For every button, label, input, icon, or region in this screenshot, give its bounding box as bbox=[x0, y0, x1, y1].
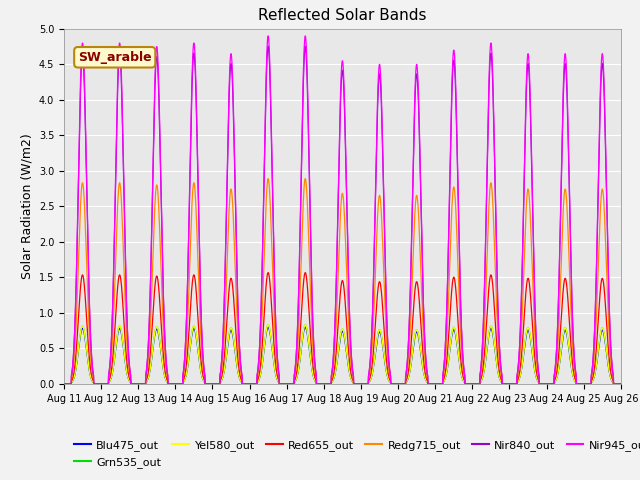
Yel580_out bbox=[406, 363, 414, 369]
Blu475_out bbox=[617, 381, 625, 387]
Red655_out bbox=[406, 348, 414, 354]
Grn535_out bbox=[216, 381, 223, 387]
Nir945_out bbox=[406, 278, 414, 284]
Redg715_out bbox=[264, 176, 272, 181]
Grn535_out bbox=[406, 363, 414, 369]
Yel580_out bbox=[617, 381, 625, 387]
Nir945_out bbox=[179, 370, 187, 375]
Blu475_out bbox=[406, 364, 414, 370]
Nir945_out bbox=[264, 33, 272, 39]
Nir945_out bbox=[397, 381, 404, 387]
Grn535_out bbox=[617, 381, 625, 387]
Line: Grn535_out: Grn535_out bbox=[64, 325, 621, 384]
Yel580_out bbox=[564, 337, 572, 343]
Line: Nir840_out: Nir840_out bbox=[64, 47, 621, 384]
Blu475_out bbox=[564, 339, 572, 345]
Nir840_out bbox=[397, 381, 404, 387]
Nir840_out bbox=[216, 381, 223, 387]
Yel580_out bbox=[179, 379, 187, 385]
Grn535_out bbox=[617, 381, 625, 387]
Blu475_out bbox=[617, 381, 625, 387]
Nir840_out bbox=[564, 131, 572, 137]
Red655_out bbox=[216, 381, 223, 387]
Grn535_out bbox=[397, 381, 404, 387]
Nir945_out bbox=[617, 381, 625, 387]
Nir840_out bbox=[617, 381, 625, 387]
Line: Red655_out: Red655_out bbox=[64, 273, 621, 384]
Text: SW_arable: SW_arable bbox=[78, 51, 152, 64]
Nir840_out bbox=[179, 370, 187, 376]
Nir840_out bbox=[60, 381, 68, 387]
Redg715_out bbox=[564, 229, 572, 235]
Yel580_out bbox=[397, 381, 404, 387]
Redg715_out bbox=[617, 381, 625, 387]
Redg715_out bbox=[397, 381, 404, 387]
Nir945_out bbox=[617, 381, 625, 387]
Nir945_out bbox=[216, 381, 223, 387]
Blu475_out bbox=[60, 381, 68, 387]
Redg715_out bbox=[179, 374, 187, 380]
Redg715_out bbox=[60, 381, 68, 387]
Yel580_out bbox=[60, 381, 68, 387]
Legend: Blu475_out, Grn535_out, Yel580_out, Red655_out, Redg715_out, Nir840_out, Nir945_: Blu475_out, Grn535_out, Yel580_out, Red6… bbox=[70, 436, 640, 472]
Line: Blu475_out: Blu475_out bbox=[64, 327, 621, 384]
Blu475_out bbox=[397, 381, 404, 387]
Red655_out bbox=[617, 381, 625, 387]
Nir840_out bbox=[264, 44, 272, 49]
Line: Yel580_out: Yel580_out bbox=[64, 325, 621, 384]
Yel580_out bbox=[216, 381, 223, 387]
Blu475_out bbox=[216, 381, 223, 387]
Blu475_out bbox=[179, 379, 187, 385]
Grn535_out bbox=[60, 381, 68, 387]
Blu475_out bbox=[264, 324, 272, 330]
Yel580_out bbox=[264, 322, 272, 328]
Grn535_out bbox=[564, 337, 572, 343]
Line: Nir945_out: Nir945_out bbox=[64, 36, 621, 384]
Red655_out bbox=[564, 299, 572, 304]
Redg715_out bbox=[617, 381, 625, 387]
Red655_out bbox=[397, 381, 404, 387]
Nir840_out bbox=[617, 381, 625, 387]
Nir945_out bbox=[60, 381, 68, 387]
Nir840_out bbox=[406, 281, 414, 287]
Redg715_out bbox=[406, 320, 414, 326]
Title: Reflected Solar Bands: Reflected Solar Bands bbox=[258, 9, 427, 24]
Nir945_out bbox=[564, 123, 572, 129]
Red655_out bbox=[60, 381, 68, 387]
Red655_out bbox=[179, 377, 187, 383]
Red655_out bbox=[617, 381, 625, 387]
Yel580_out bbox=[617, 381, 625, 387]
Y-axis label: Solar Radiation (W/m2): Solar Radiation (W/m2) bbox=[20, 133, 33, 279]
Red655_out bbox=[264, 270, 272, 276]
Redg715_out bbox=[216, 381, 223, 387]
Line: Redg715_out: Redg715_out bbox=[64, 179, 621, 384]
Grn535_out bbox=[179, 379, 187, 385]
Grn535_out bbox=[264, 322, 272, 328]
